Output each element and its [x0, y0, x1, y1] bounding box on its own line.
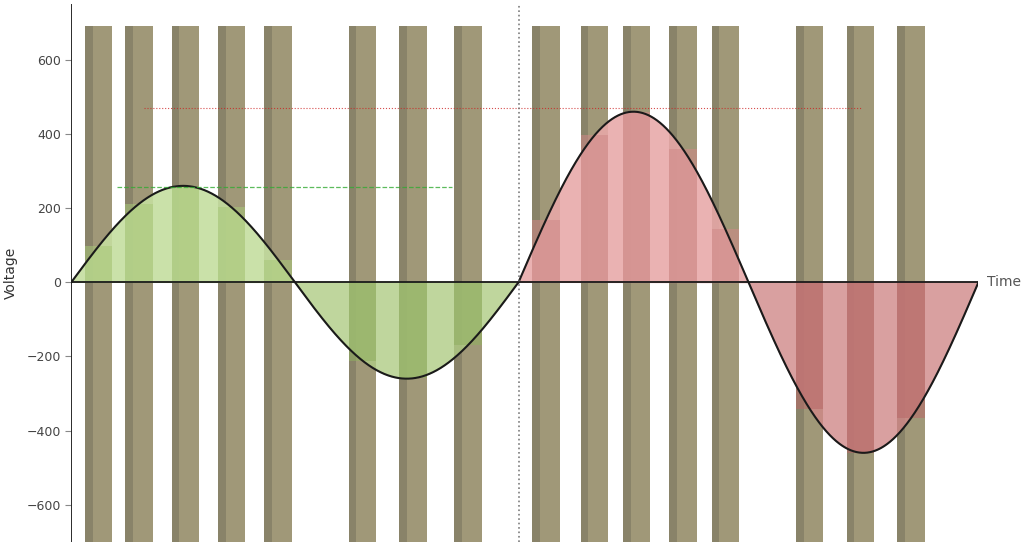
Bar: [264, 26, 272, 542]
Bar: [349, 26, 356, 542]
Bar: [455, 26, 462, 542]
Bar: [670, 26, 677, 542]
Bar: [581, 26, 589, 542]
Bar: [847, 26, 854, 542]
Polygon shape: [518, 282, 979, 453]
Bar: [85, 26, 93, 542]
Y-axis label: Voltage: Voltage: [4, 247, 18, 299]
Bar: [532, 26, 560, 542]
Bar: [532, 220, 560, 282]
Bar: [796, 282, 823, 409]
Bar: [264, 26, 292, 542]
Text: Time: Time: [987, 275, 1021, 289]
Bar: [897, 26, 925, 542]
Bar: [85, 246, 113, 282]
Bar: [125, 26, 133, 542]
Bar: [623, 112, 650, 282]
Bar: [399, 282, 427, 378]
Polygon shape: [72, 186, 295, 282]
Polygon shape: [72, 282, 518, 379]
Bar: [125, 26, 153, 542]
Bar: [264, 260, 292, 282]
Bar: [897, 282, 925, 418]
Bar: [171, 26, 179, 542]
Bar: [218, 26, 225, 542]
Bar: [399, 26, 427, 542]
Bar: [349, 26, 376, 542]
Bar: [847, 282, 874, 453]
Bar: [712, 229, 739, 282]
Bar: [218, 26, 246, 542]
Bar: [581, 26, 608, 542]
Bar: [532, 26, 540, 542]
Bar: [712, 26, 739, 542]
Polygon shape: [518, 112, 749, 282]
Bar: [847, 26, 874, 542]
Bar: [623, 26, 631, 542]
Bar: [455, 282, 481, 345]
Bar: [712, 26, 719, 542]
Bar: [670, 150, 696, 282]
Bar: [796, 26, 823, 542]
Bar: [218, 207, 246, 282]
Bar: [171, 186, 199, 282]
Bar: [581, 135, 608, 282]
Bar: [670, 26, 696, 542]
Bar: [171, 26, 199, 542]
Bar: [796, 26, 804, 542]
Bar: [125, 204, 153, 282]
Bar: [85, 26, 113, 542]
Bar: [455, 26, 481, 542]
Bar: [399, 26, 407, 542]
Bar: [897, 26, 905, 542]
Bar: [349, 282, 376, 360]
Bar: [623, 26, 650, 542]
